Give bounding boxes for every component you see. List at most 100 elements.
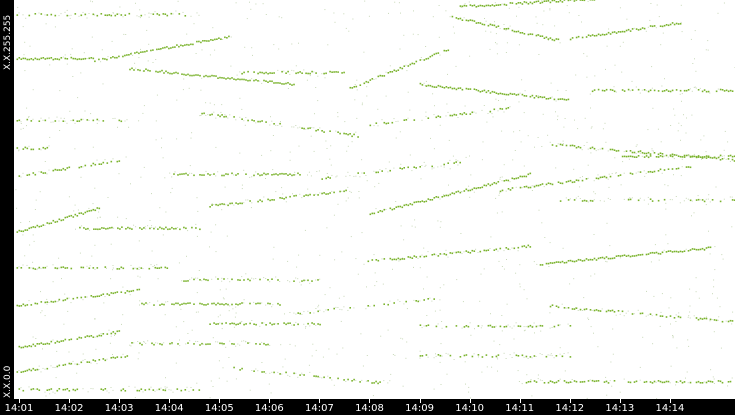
noise-point: [212, 337, 214, 339]
data-point: [723, 90, 726, 92]
data-point: [465, 325, 468, 327]
faint-point: [705, 198, 707, 200]
data-point: [323, 72, 325, 75]
data-point: [18, 119, 21, 122]
data-point: [169, 342, 171, 345]
faint-point: [54, 367, 56, 368]
scan-streak: [129, 340, 271, 348]
data-point: [633, 151, 636, 154]
data-point: [28, 368, 31, 371]
data-point: [76, 120, 79, 122]
data-point: [427, 117, 430, 119]
data-point: [569, 356, 572, 358]
noise-point: [105, 267, 107, 269]
noise-point: [130, 345, 132, 347]
faint-point: [81, 225, 83, 227]
data-point: [551, 183, 554, 186]
data-point: [661, 381, 664, 384]
noise-point: [337, 116, 339, 118]
noise-point: [205, 102, 207, 104]
noise-point: [722, 258, 724, 260]
noise-point: [729, 161, 731, 162]
noise-point: [221, 328, 223, 330]
noise-point: [724, 130, 726, 132]
noise-point: [240, 321, 242, 323]
noise-point: [579, 186, 581, 188]
noise-point: [517, 370, 519, 372]
data-point: [483, 23, 486, 26]
faint-point: [144, 14, 146, 16]
noise-point: [176, 99, 178, 101]
faint-point: [136, 15, 138, 17]
data-point: [433, 197, 436, 199]
noise-point: [590, 326, 592, 328]
faint-point: [487, 113, 489, 114]
faint-point: [118, 13, 120, 15]
data-point: [100, 388, 103, 390]
noise-point: [200, 115, 202, 116]
data-point: [97, 228, 99, 231]
faint-point: [731, 377, 733, 379]
data-point: [22, 230, 25, 233]
faint-point: [641, 155, 643, 157]
noise-point: [143, 105, 145, 107]
data-point: [311, 70, 313, 73]
faint-point: [215, 117, 217, 119]
faint-point: [427, 251, 429, 253]
noise-point: [58, 257, 60, 259]
data-point: [210, 39, 212, 41]
faint-point: [78, 15, 80, 17]
data-point: [58, 298, 61, 301]
data-point: [367, 305, 369, 307]
data-point: [161, 227, 163, 230]
faint-point: [213, 111, 215, 113]
data-point: [593, 380, 596, 383]
data-point: [573, 0, 576, 2]
noise-point: [214, 49, 216, 51]
data-point: [503, 3, 506, 6]
noise-point: [337, 203, 339, 205]
faint-point: [457, 164, 459, 166]
data-point: [471, 19, 474, 22]
noise-point: [329, 158, 331, 160]
noise-point: [83, 52, 85, 54]
data-point: [693, 155, 696, 158]
data-point: [437, 255, 440, 257]
data-point: [699, 317, 702, 320]
data-point: [309, 312, 311, 314]
data-point: [711, 381, 714, 383]
data-point: [711, 157, 714, 159]
faint-point: [717, 88, 719, 90]
scan-streak: [16, 207, 101, 233]
data-point: [547, 182, 550, 184]
noise-point: [319, 254, 321, 256]
noise-point: [63, 117, 65, 119]
data-point: [214, 38, 216, 41]
noise-point: [650, 3, 652, 4]
scan-streak: [549, 303, 734, 323]
data-point: [613, 257, 616, 259]
noise-point: [336, 353, 338, 355]
faint-point: [215, 276, 217, 278]
data-point: [32, 58, 35, 61]
data-point: [68, 166, 71, 169]
noise-point: [584, 117, 586, 119]
noise-point: [79, 252, 81, 254]
noise-point: [691, 215, 692, 217]
data-point: [731, 90, 734, 92]
faint-point: [693, 86, 695, 88]
data-point: [581, 179, 584, 182]
data-point: [217, 278, 219, 280]
faint-point: [303, 311, 305, 313]
data-point: [663, 198, 666, 201]
data-point: [481, 186, 484, 189]
data-point: [116, 268, 119, 270]
faint-point: [577, 195, 579, 197]
data-point: [341, 72, 343, 74]
data-point: [629, 255, 632, 258]
noise-point: [708, 194, 710, 196]
data-point: [120, 120, 123, 123]
data-point: [303, 279, 305, 282]
data-point: [106, 58, 108, 61]
noise-point: [285, 201, 287, 203]
